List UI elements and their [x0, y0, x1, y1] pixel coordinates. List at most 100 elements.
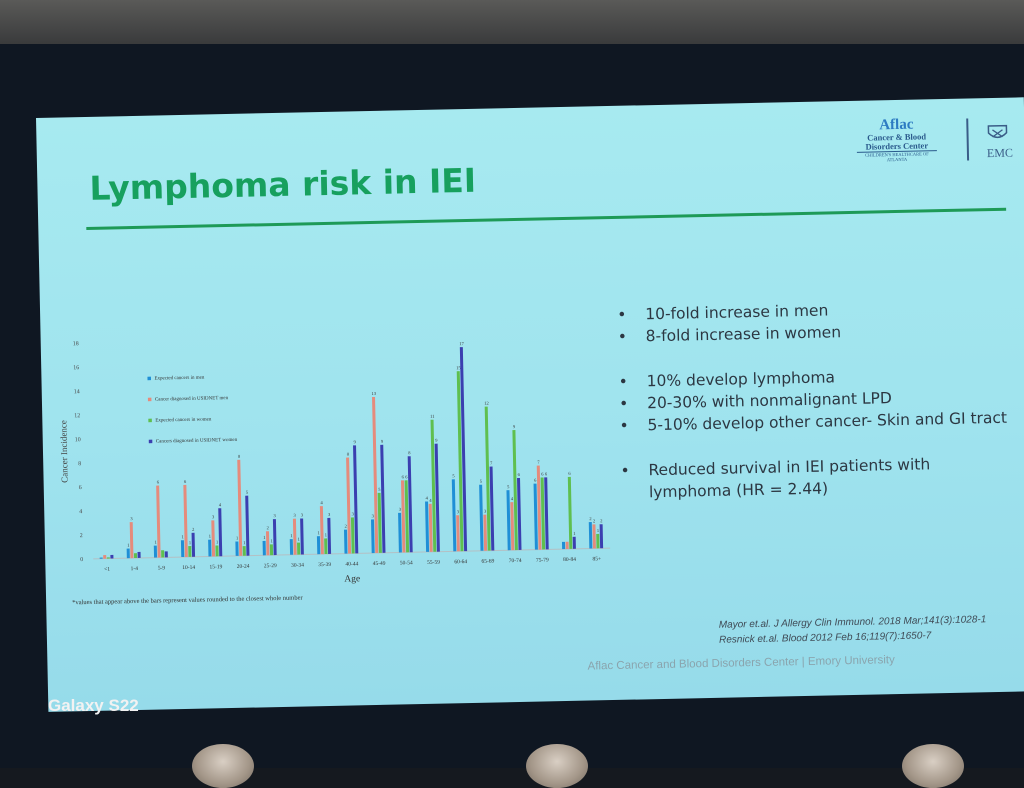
x-tick-label: 25-29 [264, 563, 277, 569]
data-label: 7 [490, 461, 493, 466]
data-label: 9 [381, 439, 384, 444]
chart-bar [262, 540, 266, 556]
legend-label: Expected cancers in women [155, 417, 212, 423]
data-label: 3 [293, 513, 296, 518]
chart-bar [215, 545, 219, 557]
y-tick-label: 2 [80, 533, 83, 539]
chart-bar [596, 533, 600, 549]
data-label: 3 [372, 513, 375, 518]
data-label: 1 [189, 540, 191, 545]
chart-bar [289, 539, 294, 555]
legend-label: Expected cancers in men [154, 376, 204, 382]
x-tick-label: 45-49 [373, 561, 386, 567]
chart-bar [400, 480, 406, 553]
chart-bar [245, 495, 250, 556]
chart-bar [327, 517, 332, 554]
legend-swatch [147, 397, 152, 402]
data-label: 4 [219, 502, 222, 507]
data-label: 2 [593, 518, 595, 523]
data-label: 5 [246, 490, 249, 495]
y-tick-label: 10 [75, 437, 81, 443]
bullet-list: 10-fold increase in men 8-fold increase … [615, 296, 1009, 504]
x-tick-label: 55-59 [427, 560, 440, 566]
slide-title: Lymphoma risk in IEI [89, 160, 477, 208]
chart-bar [133, 553, 138, 559]
x-tick-label: 60-64 [454, 559, 467, 565]
data-label: 3 [351, 511, 354, 516]
chart-bar [103, 555, 107, 559]
chart-bar [126, 548, 130, 559]
legend-label: Cancer diagnosed in USIDNET men [155, 396, 229, 403]
y-tick-label: 14 [74, 389, 80, 395]
x-tick-label: 5-9 [158, 565, 166, 571]
data-label: 5 [452, 473, 455, 478]
chart-bar [110, 554, 114, 559]
logo-tagline: CHILDREN'S HEALTHCARE OF ATLANTA [856, 150, 938, 163]
chart-footnote: *values that appear above the bars repre… [72, 595, 303, 607]
data-label: 3 [273, 513, 276, 518]
y-axis-label: Cancer Incidence [58, 420, 69, 483]
chart-bar [106, 557, 110, 559]
chart-bar [324, 538, 328, 555]
chart-bar [561, 541, 566, 550]
chart-bar [156, 485, 161, 558]
x-tick-label: 30-34 [291, 562, 304, 568]
y-tick-label: 6 [79, 485, 82, 491]
chart-bar [191, 532, 196, 557]
chart-bar [517, 477, 522, 550]
y-tick-label: 16 [73, 365, 79, 371]
x-tick-label: 65-69 [481, 558, 494, 564]
chart-bar [407, 456, 413, 553]
chart-bar [536, 465, 542, 550]
data-label: 7 [537, 460, 540, 465]
chart-bar [592, 524, 596, 549]
slide-footer: Aflac Cancer and Blood Disorders Center … [587, 654, 895, 673]
chart-bar [316, 536, 321, 555]
data-label: 4 [429, 498, 432, 503]
data-label: 1 [243, 540, 245, 545]
data-label: 6 [518, 472, 521, 477]
chart-bar [483, 514, 488, 551]
data-label: 2 [267, 525, 269, 530]
data-label: 1 [181, 534, 183, 539]
data-label: 3 [212, 514, 215, 519]
y-tick-label: 8 [78, 461, 81, 467]
chart-bar [428, 503, 433, 552]
chart-bar [533, 483, 538, 550]
data-label: 5 [507, 484, 510, 489]
chart-bar [456, 515, 460, 552]
x-tick-label: 20-24 [237, 564, 250, 570]
x-tick-label: <1 [104, 567, 110, 573]
chart-bar [161, 550, 165, 558]
chart-bar [434, 443, 440, 552]
y-tick-label: 18 [73, 341, 79, 347]
chart-bar [137, 551, 141, 558]
data-label: 2 [589, 516, 591, 521]
data-label: 8 [408, 450, 411, 455]
data-label: 6 [405, 474, 408, 479]
chart-bar [235, 541, 239, 556]
chart-bar [430, 419, 437, 552]
data-label: 3 [399, 507, 402, 512]
x-tick-label: 70-74 [509, 558, 522, 564]
data-label: 4 [426, 495, 429, 500]
data-label: 6 [402, 474, 405, 479]
chart-bar [567, 476, 573, 549]
chart-bar [370, 519, 375, 554]
chart-bar [572, 536, 576, 549]
chart-bar [242, 546, 246, 556]
chart-bar [129, 522, 134, 559]
data-label: 6 [545, 471, 548, 476]
chart-bar [565, 541, 569, 550]
x-tick-label: 50-54 [400, 560, 413, 566]
data-label: 1 [298, 537, 300, 542]
data-label: 3 [301, 512, 304, 517]
chart-bar [512, 430, 518, 551]
chart-bar [269, 544, 274, 556]
title-underline [86, 207, 1007, 230]
data-label: 2 [192, 527, 194, 532]
chart-bar [484, 406, 491, 551]
x-tick-label: 10-14 [182, 565, 195, 571]
x-tick-label: 35-39 [318, 562, 331, 568]
chart-bar [506, 490, 511, 551]
